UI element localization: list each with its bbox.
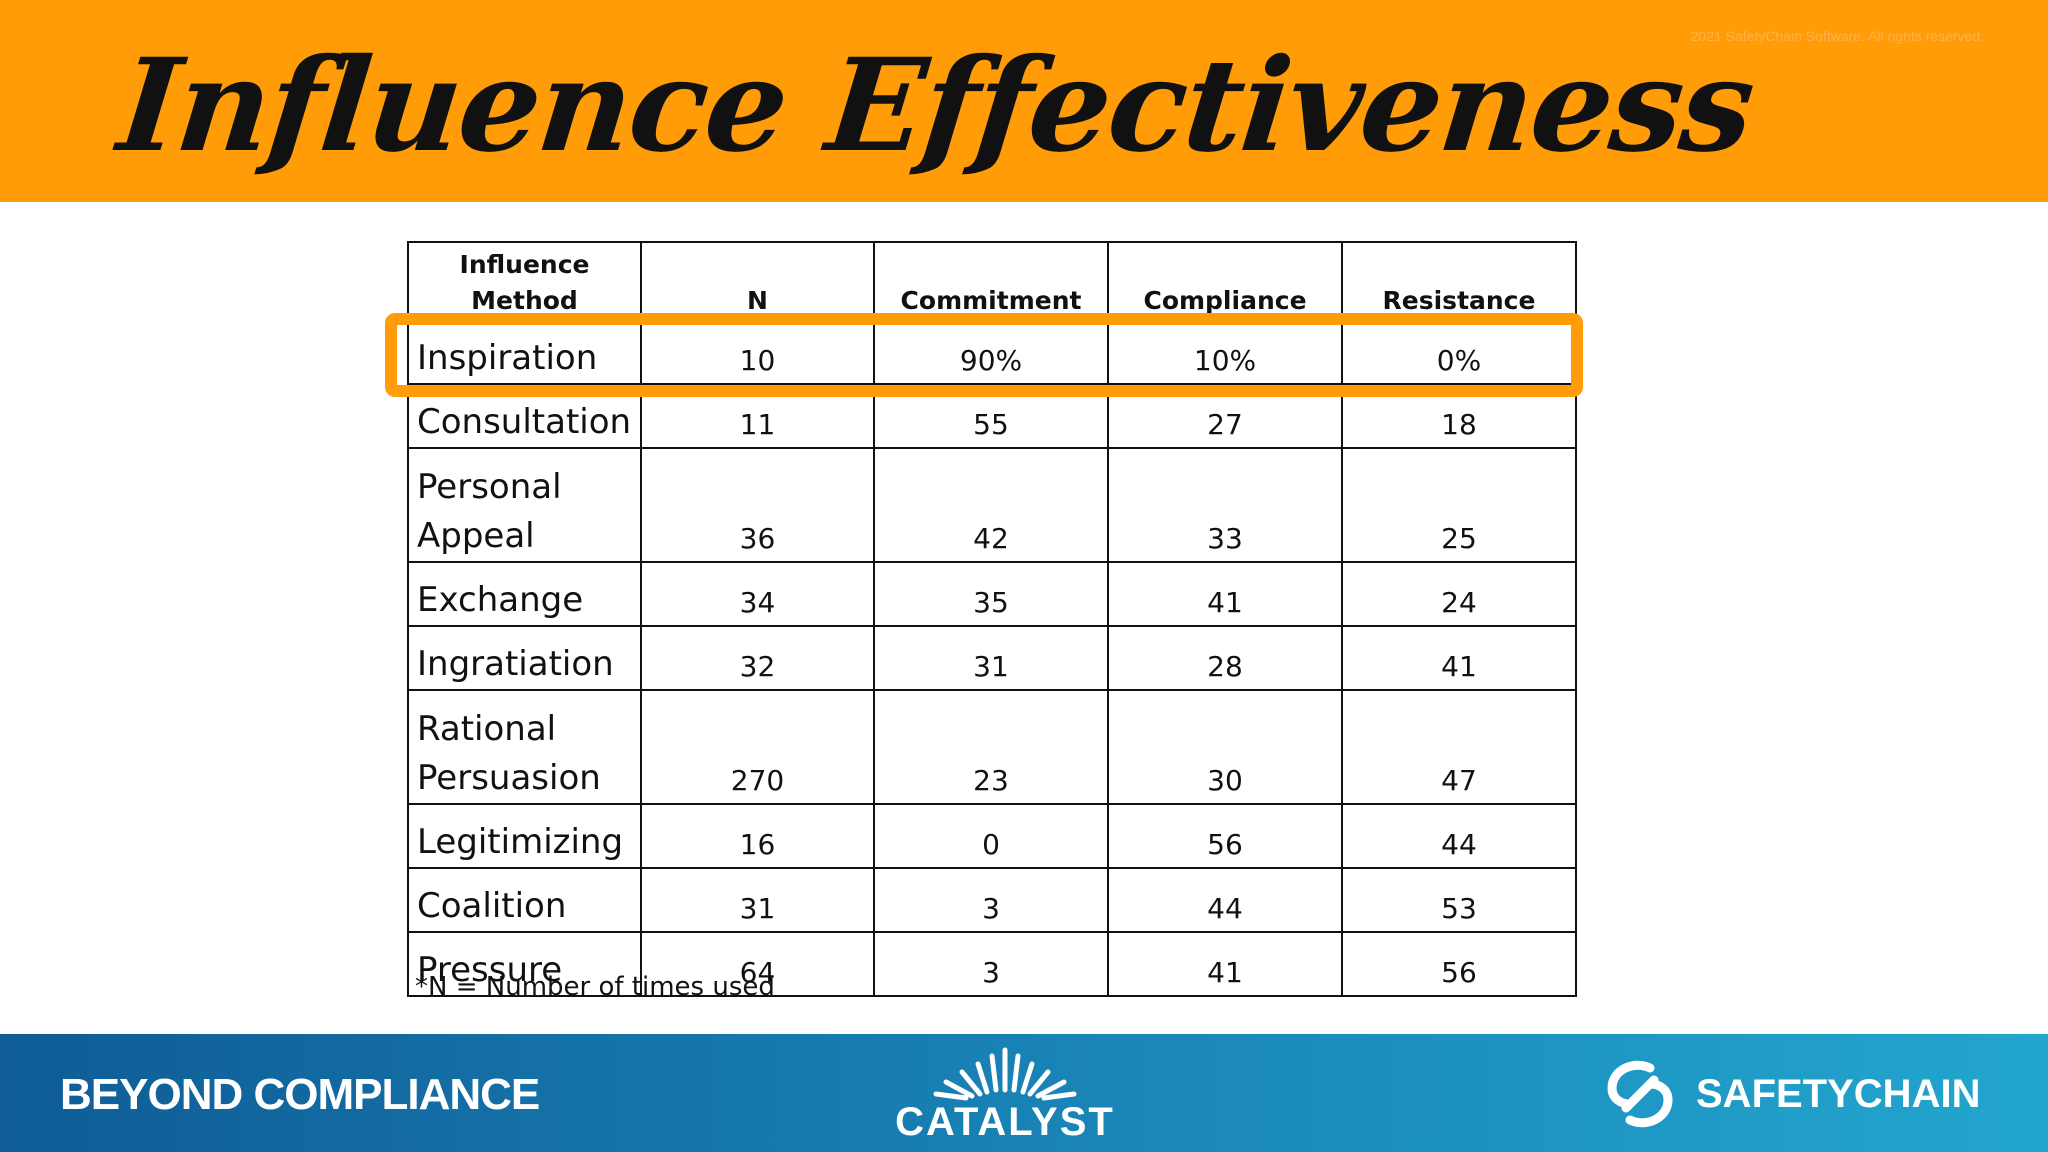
n-cell: 16: [640, 803, 875, 869]
compliance-cell: 41: [1107, 561, 1343, 627]
resistance-cell: 56: [1341, 931, 1577, 997]
method-cell: Coalition: [407, 867, 642, 933]
footer-tagline: BEYOND COMPLIANCE: [60, 1070, 540, 1119]
n-cell: 270: [640, 689, 875, 805]
safetychain-wordmark: SAFETYCHAIN: [1696, 1072, 1981, 1116]
n-cell: 31: [640, 867, 875, 933]
table-row: Pressure 64 3 41 56: [407, 931, 1577, 997]
table-row: Exchange 34 35 41 24: [407, 561, 1577, 627]
safetychain-logo: SAFETYCHAIN: [1600, 1056, 2000, 1132]
commitment-cell: 90%: [873, 319, 1109, 385]
method-cell: Inspiration: [407, 319, 642, 385]
n-cell: 34: [640, 561, 875, 627]
compliance-cell: 56: [1107, 803, 1343, 869]
commitment-cell: 35: [873, 561, 1109, 627]
method-cell: Ingratiation: [407, 625, 642, 691]
header-influence-method: Influence Method: [407, 241, 642, 321]
table-row: Inspiration 10 90% 10% 0%: [407, 319, 1577, 385]
compliance-cell: 44: [1107, 867, 1343, 933]
sparkle-icon: [933, 1047, 1077, 1101]
method-cell: Personal Appeal: [407, 447, 642, 563]
header-n: N: [640, 241, 875, 321]
resistance-cell: 41: [1341, 625, 1577, 691]
table-header-row: Influence Method N Commitment Compliance…: [407, 241, 1577, 321]
table-row: Ingratiation 32 31 28 41: [407, 625, 1577, 691]
table-row: Personal Appeal 36 42 33 25: [407, 447, 1577, 563]
commitment-cell: 31: [873, 625, 1109, 691]
resistance-cell: 44: [1341, 803, 1577, 869]
header-resistance: Resistance: [1341, 241, 1577, 321]
title-banner: Influence Effectiveness 2021 SafetyChain…: [0, 0, 2048, 202]
header-commitment: Commitment: [873, 241, 1109, 321]
resistance-cell: 53: [1341, 867, 1577, 933]
slide-title: Influence Effectiveness: [112, 31, 1760, 181]
chain-link-icon: [1607, 1060, 1673, 1128]
compliance-cell: 33: [1107, 447, 1343, 563]
n-cell: 64: [640, 931, 875, 997]
resistance-cell: 24: [1341, 561, 1577, 627]
method-cell: Exchange: [407, 561, 642, 627]
compliance-cell: 28: [1107, 625, 1343, 691]
header-compliance: Compliance: [1107, 241, 1343, 321]
method-cell: Pressure: [407, 931, 642, 997]
method-cell: Legitimizing: [407, 803, 642, 869]
n-cell: 36: [640, 447, 875, 563]
influence-table: Influence Method N Commitment Compliance…: [407, 241, 1577, 997]
resistance-cell: 0%: [1341, 319, 1577, 385]
table-row: Coalition 31 3 44 53: [407, 867, 1577, 933]
table-row: Rational Persuasion 270 23 30 47: [407, 689, 1577, 805]
commitment-cell: 42: [873, 447, 1109, 563]
copyright-notice: 2021 SafetyChain Software. All rights re…: [1690, 28, 1984, 44]
resistance-cell: 25: [1341, 447, 1577, 563]
commitment-cell: 3: [873, 867, 1109, 933]
method-cell: Rational Persuasion: [407, 689, 642, 805]
commitment-cell: 23: [873, 689, 1109, 805]
commitment-cell: 0: [873, 803, 1109, 869]
catalyst-logo: CATALYST: [880, 1040, 1130, 1150]
resistance-cell: 47: [1341, 689, 1577, 805]
compliance-cell: 41: [1107, 931, 1343, 997]
table-row: Legitimizing 16 0 56 44: [407, 803, 1577, 869]
table-footnote: *N = Number of times used: [415, 972, 775, 1002]
highlight-box-inspiration: [385, 313, 1583, 397]
footer-bar: BEYOND COMPLIANCE CATALYST: [0, 1034, 2048, 1152]
commitment-cell: 3: [873, 931, 1109, 997]
compliance-cell: 30: [1107, 689, 1343, 805]
n-cell: 32: [640, 625, 875, 691]
catalyst-wordmark: CATALYST: [895, 1100, 1115, 1144]
